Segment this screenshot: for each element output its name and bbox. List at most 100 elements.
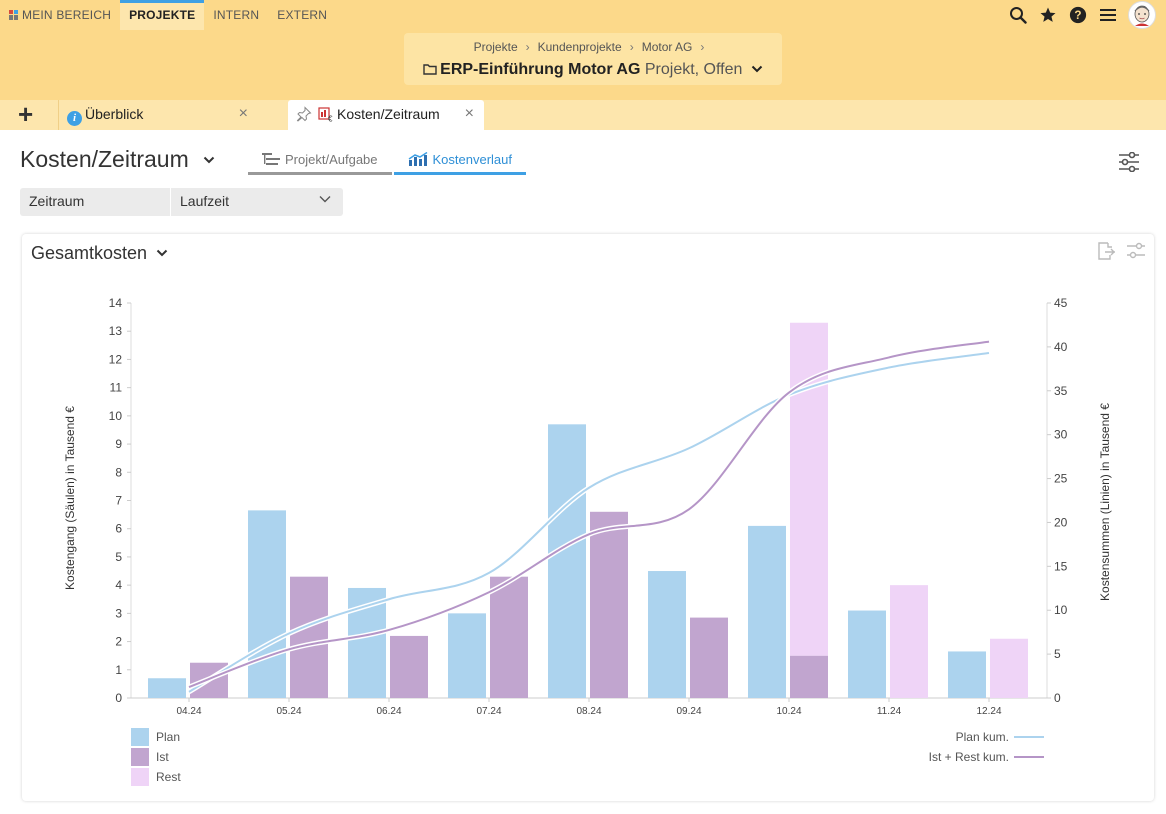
cost-chart: Kostengang (Säulen) in Tausend € Kostens… [63, 296, 1112, 786]
y-tick-label: 6 [115, 522, 122, 536]
line-plan-kum [188, 352, 990, 693]
card-title-label: Gesamtkosten [31, 243, 148, 263]
project-status: Projekt, Offen [644, 61, 743, 78]
nav-mein-bereich[interactable]: MEIN BEREICH [0, 0, 120, 30]
tab-label: Kosten/Zeitraum [337, 106, 440, 122]
nav-intern[interactable]: INTERN [204, 0, 268, 30]
avatar[interactable] [1128, 1, 1156, 29]
page-title-label: Kosten/Zeitraum [20, 146, 189, 172]
chevron-down-icon[interactable] [156, 249, 168, 257]
tab-ueberblick[interactable]: i Überblick × [58, 100, 258, 130]
close-icon[interactable]: × [464, 105, 474, 122]
line-ist-rest-kum [188, 340, 990, 688]
card-title[interactable]: Gesamtkosten [31, 243, 168, 264]
y-tick-label: 2 [115, 635, 122, 649]
nav-label: INTERN [213, 8, 260, 22]
chevron-down-icon [319, 196, 331, 203]
period-filter-label: Zeitraum [29, 193, 85, 209]
menu-icon[interactable] [1098, 5, 1118, 25]
settings-sliders-icon[interactable] [1118, 151, 1140, 177]
bar-plan [648, 571, 686, 698]
export-icon[interactable] [1096, 242, 1116, 260]
chart-card: Gesamtkosten Kostengang (Säulen) in Taus… [22, 234, 1154, 801]
y-tick-label: 8 [115, 465, 122, 479]
y-axis-label: Kostengang (Säulen) in Tausend € [63, 406, 77, 590]
legend-label: Ist [156, 750, 169, 764]
view-tabs: Projekt/Aufgabe Kostenverlauf [248, 148, 528, 175]
x-tick-label: 05.24 [276, 706, 301, 717]
x-tick-label: 08.24 [576, 706, 601, 717]
nav-projekte[interactable]: PROJEKTE [120, 0, 205, 30]
bar-ist [690, 617, 728, 698]
bar-rest [890, 585, 928, 698]
view-tab-label: Projekt/Aufgabe [285, 152, 378, 167]
y2-tick-label: 45 [1054, 296, 1068, 310]
breadcrumb-separator: › [525, 40, 530, 54]
y2-tick-label: 15 [1054, 559, 1068, 573]
breadcrumb-item[interactable]: Kundenprojekte [537, 40, 622, 54]
y-tick-label: 4 [115, 578, 122, 592]
breadcrumb-item[interactable]: Projekte [473, 40, 518, 54]
chart-icon [408, 151, 427, 166]
tree-icon [262, 153, 280, 165]
chevron-down-icon[interactable] [203, 156, 215, 164]
y-tick-label: 9 [115, 437, 122, 451]
bar-plan [748, 525, 786, 698]
y2-tick-label: 40 [1054, 340, 1068, 354]
page-title[interactable]: Kosten/Zeitraum [20, 146, 215, 173]
breadcrumb-separator: › [629, 40, 634, 54]
y-tick-label: 12 [109, 352, 123, 366]
bar-plan [548, 424, 586, 698]
close-icon[interactable]: × [238, 105, 248, 122]
x-tick-label: 11.24 [877, 706, 902, 717]
bar-ist [390, 635, 428, 698]
help-icon[interactable]: ? [1068, 5, 1088, 25]
project-name: ERP-Einführung Motor AG [440, 61, 641, 78]
card-actions [1096, 242, 1146, 260]
legend-swatch [131, 748, 149, 766]
header-actions: ? [1008, 0, 1156, 30]
y-tick-label: 5 [115, 550, 122, 564]
star-icon[interactable] [1038, 5, 1058, 25]
x-tick-label: 09.24 [676, 706, 701, 717]
x-tick-label: 07.24 [476, 706, 501, 717]
tab-kosten-zeitraum[interactable]: € Kosten/Zeitraum × [288, 100, 484, 130]
nav-label: EXTERN [277, 8, 328, 22]
legend-label: Rest [156, 770, 181, 784]
bar-ist [490, 576, 528, 698]
x-tick-label: 06.24 [376, 706, 401, 717]
tab-kostenverlauf[interactable]: Kostenverlauf [393, 148, 527, 175]
bar-plan [248, 510, 286, 698]
project-breadcrumb-box: Projekte › Kundenprojekte › Motor AG › ERP-Ei… [404, 33, 782, 85]
y-tick-label: 7 [115, 494, 122, 508]
chevron-down-icon[interactable] [751, 65, 763, 73]
nav-extern[interactable]: EXTERN [268, 0, 336, 30]
folder-icon [423, 64, 437, 75]
project-title[interactable]: ERP-Einführung Motor AG Projekt, Offen [404, 61, 782, 79]
tab-projekt-aufgabe[interactable]: Projekt/Aufgabe [248, 148, 392, 175]
x-tick-label: 12.24 [976, 706, 1001, 717]
add-tab-button[interactable]: + [18, 99, 34, 129]
nav-label: PROJEKTE [129, 8, 196, 22]
info-icon: i [67, 111, 82, 126]
top-navigation: MEIN BEREICH PROJEKTE INTERN EXTERN [0, 0, 336, 30]
y-tick-label: 1 [115, 663, 122, 677]
period-select[interactable]: Laufzeit [170, 188, 343, 216]
period-filter: Zeitraum Laufzeit [20, 188, 343, 216]
y2-tick-label: 35 [1054, 384, 1068, 398]
y-tick-label: 0 [115, 691, 122, 705]
y2-axis-label: Kostensummen (Linien) in Tausend € [1098, 403, 1112, 601]
pin-icon[interactable] [296, 106, 312, 122]
search-icon[interactable] [1008, 5, 1028, 25]
y2-tick-label: 5 [1054, 647, 1061, 661]
y-tick-label: 14 [109, 296, 123, 310]
bar-plan [148, 678, 186, 698]
settings-sliders-icon[interactable] [1126, 242, 1146, 260]
breadcrumb-item[interactable]: Motor AG [641, 40, 693, 54]
legend-label: Plan [156, 730, 180, 744]
legend-swatch [131, 728, 149, 746]
bar-ist [290, 576, 328, 698]
y-tick-label: 13 [109, 324, 123, 338]
tab-bar: + i Überblick × € Kosten/Zeitraum × [0, 100, 1166, 130]
x-tick-label: 04.24 [176, 706, 201, 717]
